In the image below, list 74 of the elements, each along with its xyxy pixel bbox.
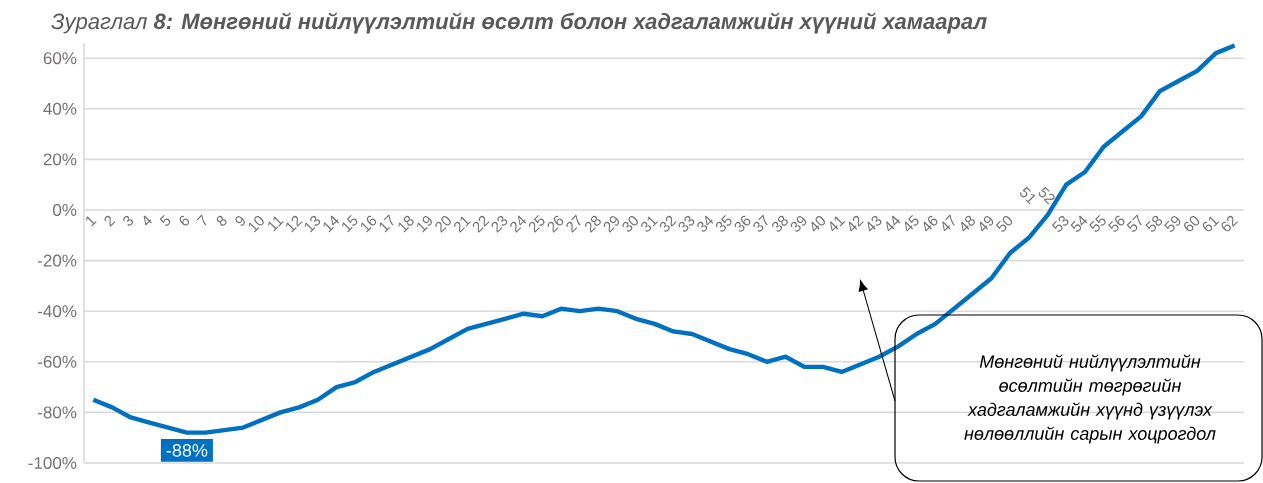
- x-tick-label: 29: [603, 216, 620, 233]
- x-tick-label: 32: [659, 215, 677, 232]
- y-tick-label: -20%: [38, 254, 77, 267]
- x-tick-label: 45: [904, 214, 919, 232]
- x-tick-label: 61: [1202, 216, 1220, 232]
- x-tick-label: 33: [678, 215, 695, 232]
- x-tick-label: 62: [1221, 215, 1238, 232]
- x-tick-label: 55: [1089, 214, 1106, 232]
- x-tick-label: 28: [585, 215, 601, 233]
- x-tick-label: 43: [867, 215, 882, 232]
- annotation: Мөнгөний нийлүүлэлтийн өсөлтийн төгрөгийн хадгаламжийн хүүнд үзүүлэх нөлөөллийн сарын хоцрогдол: [964, 354, 1216, 444]
- x-tick-label: 10: [248, 216, 264, 233]
- x-tick-label: 2: [104, 215, 116, 227]
- x-tick-label: 6: [179, 215, 190, 226]
- x-tick-label: 46: [923, 215, 938, 232]
- y-tick-label: -80%: [38, 406, 77, 419]
- x-tick-label: 42: [848, 215, 864, 232]
- x-tick-label: 59: [1164, 216, 1181, 232]
- x-tick-label: 15: [342, 214, 358, 233]
- x-tick-label: 38: [772, 215, 788, 232]
- x-tick-label: 27: [566, 214, 581, 233]
- x-tick-label: 41: [830, 216, 845, 232]
- x-tick-label: 12: [286, 215, 303, 233]
- x-tick-label: 34: [697, 215, 714, 232]
- x-tick-label: 52: [1038, 186, 1055, 205]
- x-tick-label: 14: [323, 215, 340, 233]
- x-tick-label: 53: [1051, 215, 1069, 232]
- x-tick-label: 4: [143, 215, 152, 226]
- x-tick-label: 19: [417, 216, 432, 233]
- x-tick-label: 44: [886, 215, 901, 232]
- x-tick-label: 48: [961, 215, 976, 232]
- x-tick-label: 54: [1070, 215, 1088, 232]
- x-tick-label: 36: [734, 215, 751, 232]
- x-tick-label: 50: [995, 216, 1013, 232]
- x-tick-label: 9: [235, 216, 245, 226]
- x-tick-label: 51: [1020, 186, 1036, 205]
- y-tick-label: -100%: [28, 456, 77, 470]
- chart-title: Зураглал 8: Мөнгөний нийлүүлэлтийн өсөлт болон хадгаламжийн хүүний хамаарал: [51, 12, 987, 34]
- x-tick-label: 57: [1126, 214, 1142, 232]
- x-tick-label: 20: [435, 216, 451, 233]
- y-tick-label: 40%: [43, 102, 77, 115]
- x-tick-label: 22: [472, 215, 490, 233]
- x-tick-label: 40: [811, 216, 826, 232]
- y-tick-label: 60%: [43, 52, 77, 65]
- x-tick-label: 13: [304, 215, 321, 233]
- x-tick-label: 31: [641, 216, 659, 232]
- x-tick-label: 8: [216, 215, 227, 226]
- x-tick-label: 26: [547, 215, 564, 233]
- x-tick-label: 58: [1145, 215, 1163, 232]
- x-tick-label: 30: [622, 216, 638, 232]
- x-tick-label: 18: [398, 215, 414, 233]
- x-tick-label: 37: [753, 214, 768, 232]
- data-label: -88%: [166, 444, 208, 457]
- x-tick-label: 16: [361, 215, 377, 233]
- x-tick-label: 23: [491, 215, 508, 233]
- y-tick-label: 20%: [43, 153, 77, 166]
- x-tick-label: 1: [86, 216, 97, 227]
- y-tick-label: 0%: [53, 203, 77, 216]
- x-tick-label: 35: [715, 215, 732, 232]
- x-tick-label: 60: [1184, 216, 1200, 232]
- x-tick-label: 25: [528, 215, 545, 233]
- x-tick-label: 47: [942, 214, 955, 232]
- x-tick-label: 5: [159, 214, 171, 226]
- x-tick-label: 49: [979, 216, 994, 232]
- y-tick-label: -40%: [38, 305, 77, 318]
- x-tick-label: 39: [790, 216, 807, 232]
- x-tick-label: 24: [510, 215, 527, 233]
- x-tick-label: 56: [1108, 215, 1125, 232]
- x-tick-label: 17: [379, 214, 394, 233]
- x-tick-label: 21: [454, 216, 471, 233]
- x-tick-label: 3: [123, 215, 134, 226]
- x-tick-label: 11: [268, 216, 284, 232]
- x-tick-label: 7: [196, 214, 207, 226]
- y-tick-label: -60%: [38, 355, 77, 368]
